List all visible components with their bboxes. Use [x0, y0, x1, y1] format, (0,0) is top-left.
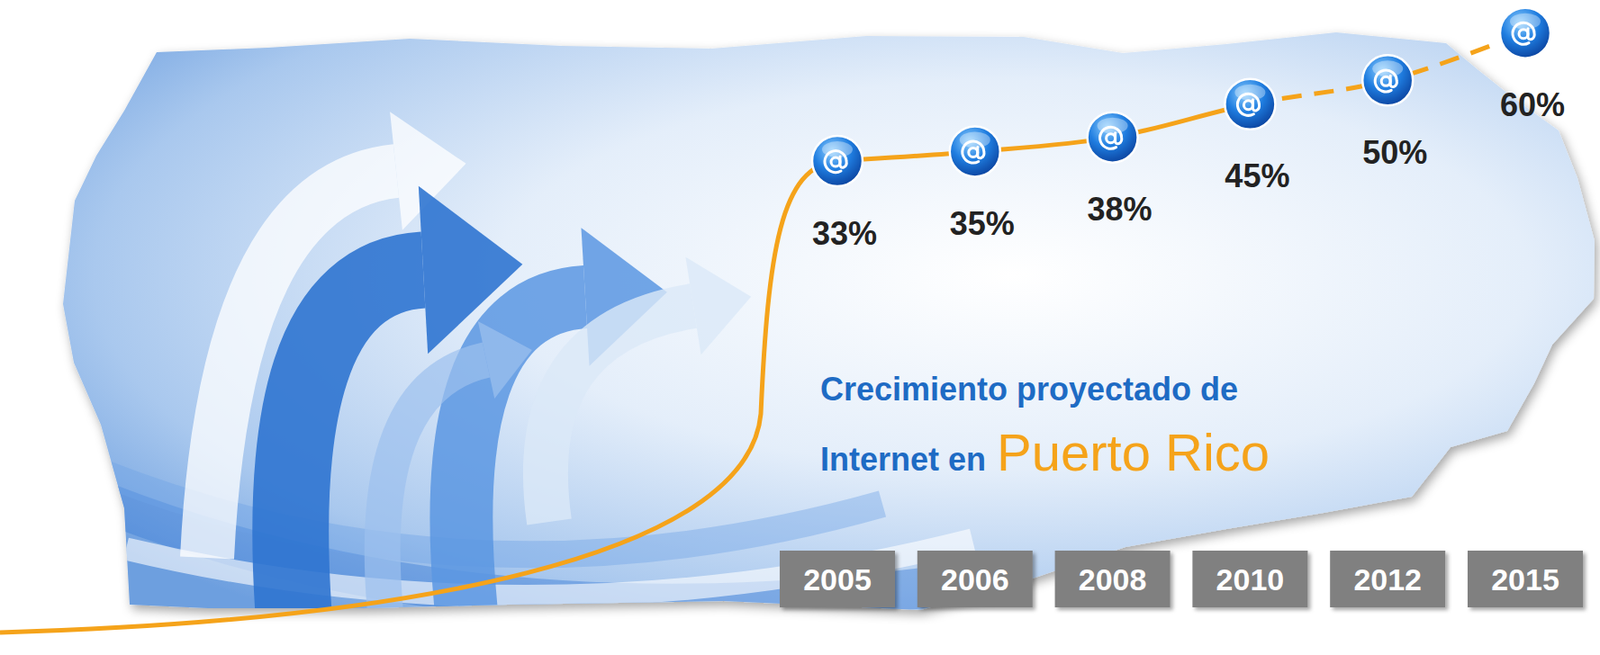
category-label: 2005: [803, 562, 872, 597]
decor-arrow-head: [478, 321, 533, 399]
data-label: 50%: [1362, 134, 1428, 172]
marker: [1224, 79, 1275, 130]
category-label: 2010: [1216, 562, 1285, 597]
marker-circle: [812, 135, 863, 187]
category-label: 2012: [1353, 562, 1422, 597]
category-box: [1329, 551, 1446, 608]
marker-circle: [1500, 8, 1551, 59]
marker-circle: [1087, 112, 1139, 163]
marker: [1087, 112, 1139, 163]
marker: [812, 135, 863, 187]
lead-in-curve: [0, 161, 838, 633]
marker-circle: [949, 126, 1001, 177]
data-label: 38%: [1087, 190, 1153, 228]
decor-arrow: [545, 306, 694, 523]
subtitle: Puerto Rico: [996, 423, 1270, 482]
at-icon-outer: [1374, 70, 1397, 92]
category-label: 2006: [940, 562, 1010, 597]
data-label: 33%: [812, 215, 877, 253]
at-icon-outer: [962, 141, 985, 163]
data-label: 60%: [1500, 86, 1565, 124]
category-box: [779, 551, 895, 608]
marker: [949, 126, 1001, 177]
data-label: 35%: [949, 205, 1015, 243]
category-box: [1055, 551, 1171, 608]
marker: [1362, 54, 1413, 106]
at-icon-outer: [824, 151, 847, 173]
category-label: 2015: [1491, 562, 1560, 597]
decor-arrow: [382, 360, 487, 631]
category-box: [917, 551, 1033, 608]
at-icon-outer: [1100, 126, 1122, 149]
category-box: [1467, 551, 1583, 608]
decor-arrow-head: [685, 257, 751, 356]
plot-area: [812, 8, 1551, 187]
at-icon-outer: [1237, 93, 1259, 116]
data-label: 45%: [1224, 157, 1290, 195]
marker-circle: [1224, 79, 1275, 130]
chart-container: 33% 35% 38% 45% 50% 60% 2005 2006 2008 2010 2012 20…: [0, 0, 1600, 655]
line-solid: [837, 104, 1250, 162]
marker: [1500, 8, 1551, 59]
marker-circle: [1362, 54, 1413, 106]
category-box: [1192, 551, 1308, 608]
chart-svg: 33% 35% 38% 45% 50% 60% 2005 2006 2008 2010 2012 20…: [0, 0, 1600, 655]
category-label: 2008: [1078, 562, 1148, 597]
at-icon-outer: [1512, 22, 1535, 45]
